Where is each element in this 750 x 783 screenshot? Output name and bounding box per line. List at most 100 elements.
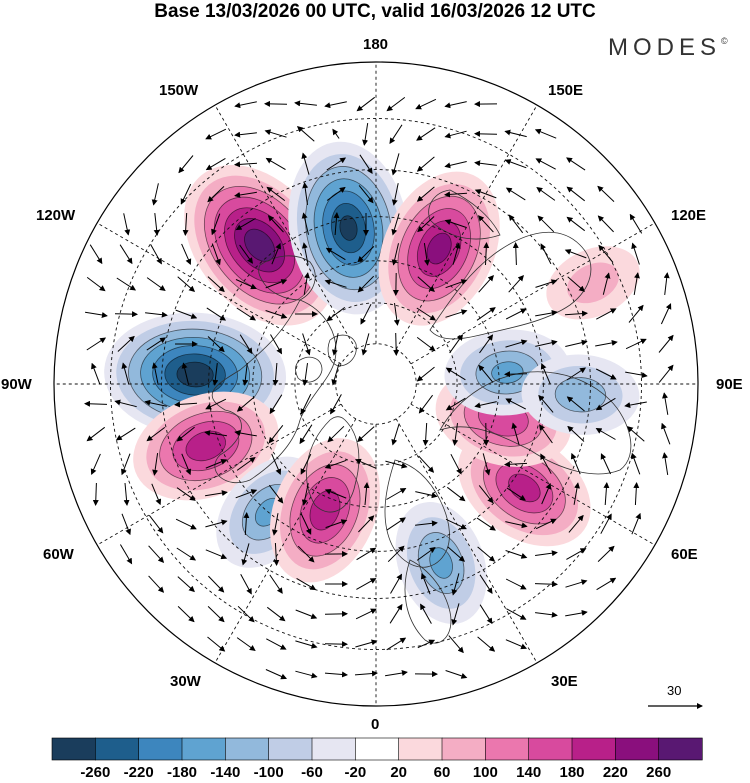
colorbar-swatch: [571, 737, 616, 761]
meridian-line: [214, 418, 357, 664]
wind-vector: [391, 183, 399, 206]
wind-vector: [115, 427, 136, 441]
wind-vector: [597, 215, 614, 233]
wind-vector: [423, 243, 430, 266]
wind-vector: [417, 216, 435, 233]
wind-vector: [146, 277, 166, 291]
wind-vector: [445, 397, 466, 411]
modes-logo: MODES©: [608, 34, 728, 62]
colorbar-swatch: [355, 737, 400, 761]
wind-vector: [385, 670, 408, 677]
wind-vector: [150, 244, 162, 265]
wind-vector: [535, 518, 557, 530]
meridian-label-120w: 120W: [36, 207, 76, 224]
anomaly-center-8: [458, 429, 591, 547]
wind-vector: [300, 393, 312, 415]
wind-vector: [144, 399, 167, 407]
wind-vector: [476, 517, 496, 531]
wind-vector: [152, 453, 159, 476]
wind-vector: [416, 336, 436, 352]
colorbar-label: -220: [123, 764, 154, 781]
wind-vector: [597, 185, 615, 202]
wind-vector: [566, 548, 587, 560]
wind-vector: [416, 127, 436, 141]
wind-vector: [207, 186, 225, 203]
wind-vector: [506, 487, 526, 501]
wind-vector: [508, 275, 524, 293]
wind-vector: [386, 517, 406, 531]
wind-vector: [444, 161, 467, 169]
colorbar-swatch: [528, 737, 573, 761]
wind-vector: [662, 392, 669, 415]
latitude-circle: [110, 118, 642, 650]
wind-vector: [234, 430, 257, 437]
wind-vector: [295, 640, 318, 649]
wind-vector: [541, 482, 552, 505]
logo-text: MODES: [608, 34, 722, 61]
wind-vector: [444, 191, 468, 198]
wind-vector: [86, 337, 107, 351]
wind-vector: [181, 362, 190, 385]
meridian-label-60e: 60E: [671, 546, 698, 563]
wind-vector: [297, 545, 315, 563]
colorbar-label: 60: [433, 764, 451, 781]
anomaly-contour: [426, 232, 452, 265]
wind-vector: [628, 304, 644, 323]
graticule: [54, 62, 698, 706]
wind-vector: [268, 484, 284, 504]
wind-vector: [234, 191, 257, 198]
colorbar: [51, 737, 703, 761]
wind-vector: [205, 549, 228, 560]
wind-vector: [180, 183, 192, 205]
wind-vector: [385, 460, 408, 469]
map-border: [53, 61, 699, 707]
wind-vector: [303, 272, 310, 295]
wind-vector: [387, 545, 405, 563]
wind-vector: [386, 97, 406, 112]
wind-vector: [660, 303, 672, 325]
wind-vector: [391, 213, 400, 236]
wind-vector: [603, 482, 610, 506]
wind-vector: [324, 671, 348, 678]
wind-vector: [445, 309, 468, 318]
wind-vector: [393, 303, 400, 326]
wind-vector: [391, 153, 400, 176]
colorbar-swatch: [441, 737, 486, 761]
wind-vector: [356, 578, 377, 590]
wind-vector: [663, 272, 670, 295]
wind-vector: [206, 307, 227, 321]
wind-vector: [205, 490, 228, 497]
wind-vector: [535, 550, 558, 557]
wind-vector: [474, 160, 497, 167]
wind-vector: [511, 422, 520, 445]
wind-vector: [445, 367, 466, 381]
wind-vector: [207, 606, 225, 623]
wind-vector: [358, 515, 375, 533]
wind-vector: [356, 547, 377, 561]
wind-vector: [355, 608, 377, 620]
wind-vector: [483, 242, 490, 266]
wind-vector: [207, 276, 225, 293]
wind-vector: [269, 394, 283, 415]
wind-vector: [234, 131, 257, 138]
wind-vector: [389, 124, 403, 145]
wind-vector: [417, 639, 436, 649]
wind-vector: [538, 394, 554, 413]
wind-vector: [176, 426, 195, 442]
wind-vector: [236, 637, 256, 651]
wind-vector: [86, 426, 106, 442]
wind-vector: [450, 453, 462, 475]
wind-vector: [597, 545, 615, 562]
wind-vector: [324, 459, 347, 469]
wind-vector: [415, 98, 437, 110]
wind-vector: [176, 487, 196, 501]
wind-vector: [535, 158, 556, 170]
wind-vector: [332, 128, 340, 139]
colorbar-swatch: [95, 737, 140, 761]
latitude-circle: [208, 216, 544, 552]
wind-vector: [540, 362, 551, 385]
wind-vector: [360, 303, 372, 325]
wind-vector: [505, 578, 527, 590]
wind-vector: [420, 572, 431, 595]
